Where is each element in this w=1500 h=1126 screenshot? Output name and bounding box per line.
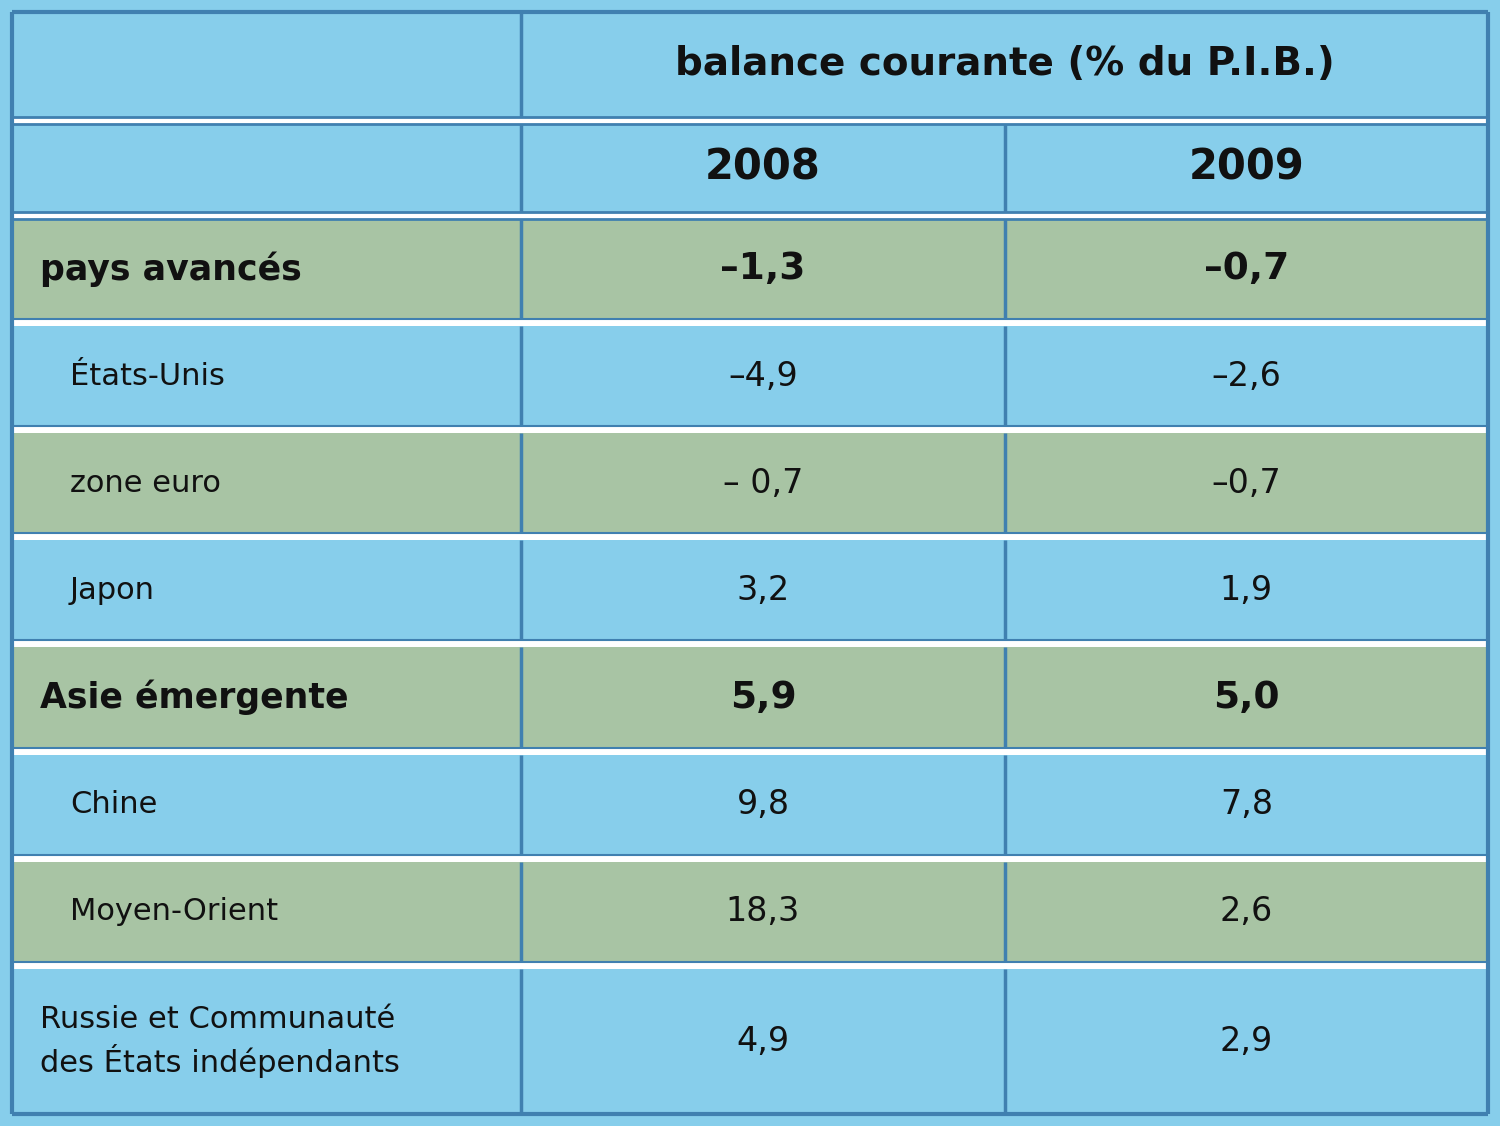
Bar [12,124,1488,212]
Text: – 0,7: – 0,7 [723,467,803,500]
Bar [1005,647,1488,748]
Bar [12,855,1488,861]
Text: 3,2: 3,2 [736,574,789,607]
Text: –2,6: –2,6 [1212,359,1281,393]
Bar [12,647,520,748]
Text: 2008: 2008 [705,148,821,189]
Bar [520,327,1005,427]
Text: zone euro: zone euro [70,468,220,498]
Text: pays avancés: pays avancés [40,251,302,287]
Text: Asie émergente: Asie émergente [40,680,348,715]
Bar [520,968,1005,1114]
Bar [12,641,1488,647]
Bar [12,434,520,534]
Text: États-Unis: États-Unis [70,361,225,391]
Text: –0,7: –0,7 [1203,251,1288,287]
Bar [1005,434,1488,534]
Bar [1005,218,1488,319]
Bar [12,754,520,855]
Bar [1005,754,1488,855]
Text: –4,9: –4,9 [728,359,798,393]
Bar [12,748,1488,754]
Text: –0,7: –0,7 [1212,467,1281,500]
Text: 7,8: 7,8 [1220,788,1274,821]
Bar [1005,861,1488,962]
Bar [520,434,1005,534]
Bar [12,540,520,641]
Bar [12,212,1488,218]
Text: 5,0: 5,0 [1214,679,1280,715]
Bar [12,427,1488,434]
Text: 5,9: 5,9 [729,679,796,715]
Text: 4,9: 4,9 [736,1025,789,1058]
Text: 1,9: 1,9 [1220,574,1274,607]
Text: 9,8: 9,8 [736,788,789,821]
Bar [12,968,520,1114]
Bar [520,647,1005,748]
Text: Moyen-Orient: Moyen-Orient [70,897,278,927]
Bar [12,534,1488,540]
Text: 18,3: 18,3 [726,895,800,928]
Text: Japon: Japon [70,575,154,605]
Text: 2,6: 2,6 [1220,895,1274,928]
Bar [12,327,520,427]
Bar [520,540,1005,641]
Bar [520,754,1005,855]
Bar [12,861,520,962]
Bar [12,117,1488,124]
Text: 2009: 2009 [1188,148,1304,189]
Bar [12,962,1488,968]
Text: balance courante (% du P.I.B.): balance courante (% du P.I.B.) [675,45,1335,83]
Text: Russie et Communauté
des États indépendants: Russie et Communauté des États indépenda… [40,1006,400,1078]
Text: Chine: Chine [70,790,158,819]
Bar [12,218,520,319]
Bar [1005,327,1488,427]
Bar [12,319,1488,327]
Bar [520,218,1005,319]
Bar [520,861,1005,962]
Bar [1005,968,1488,1114]
Text: 2,9: 2,9 [1220,1025,1274,1058]
Text: –1,3: –1,3 [720,251,806,287]
Bar [1005,540,1488,641]
